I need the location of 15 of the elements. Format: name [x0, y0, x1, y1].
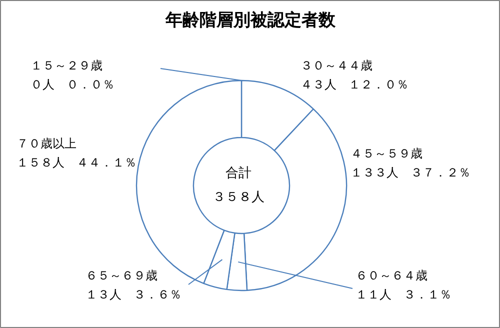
data-label: １１人 ３．１％	[356, 287, 452, 302]
text: 合計	[226, 166, 252, 181]
text: ０人 ０．０％	[30, 77, 114, 92]
data-label: ４３人 １２．０％	[300, 77, 408, 92]
slice-label: ４５～５９歳	[350, 146, 422, 160]
category-label: １５～２９歳	[30, 58, 102, 72]
text: ３５８人	[212, 190, 264, 205]
slice-label: ７０歳以上	[16, 136, 76, 150]
data-label: １３人 ３．６％	[86, 287, 182, 302]
data-label: １３３人 ３７．２％	[350, 165, 470, 180]
slice-label: ３０～４４歳	[300, 58, 372, 72]
slice-label: ６５～６９歳	[86, 268, 158, 282]
slice-label: ６０～６４歳	[356, 268, 428, 282]
data-label: １５８人 ４４．１％	[16, 155, 136, 170]
chart-title: 年齢階層別被認定者数	[164, 10, 336, 30]
